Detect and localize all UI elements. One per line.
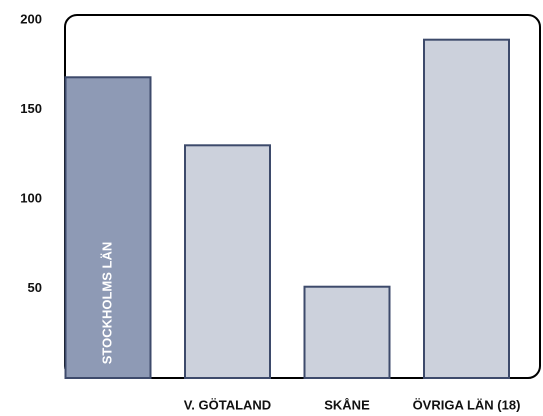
bar bbox=[184, 144, 271, 379]
x-tick-label: SKÅNE bbox=[324, 397, 370, 412]
bar bbox=[303, 285, 391, 379]
y-tick-label: 150 bbox=[20, 101, 42, 116]
x-tick-label: V. GÖTALAND bbox=[184, 397, 271, 412]
y-tick-label: 200 bbox=[20, 11, 42, 26]
y-tick-label: 100 bbox=[20, 190, 42, 205]
x-tick-label: ÖVRIGA LÄN (18) bbox=[413, 397, 521, 412]
bar bbox=[64, 76, 152, 379]
bar bbox=[423, 38, 510, 379]
y-tick-label: 50 bbox=[28, 280, 42, 295]
bar-inside-label: STOCKHOLMS LÄN bbox=[99, 242, 114, 365]
